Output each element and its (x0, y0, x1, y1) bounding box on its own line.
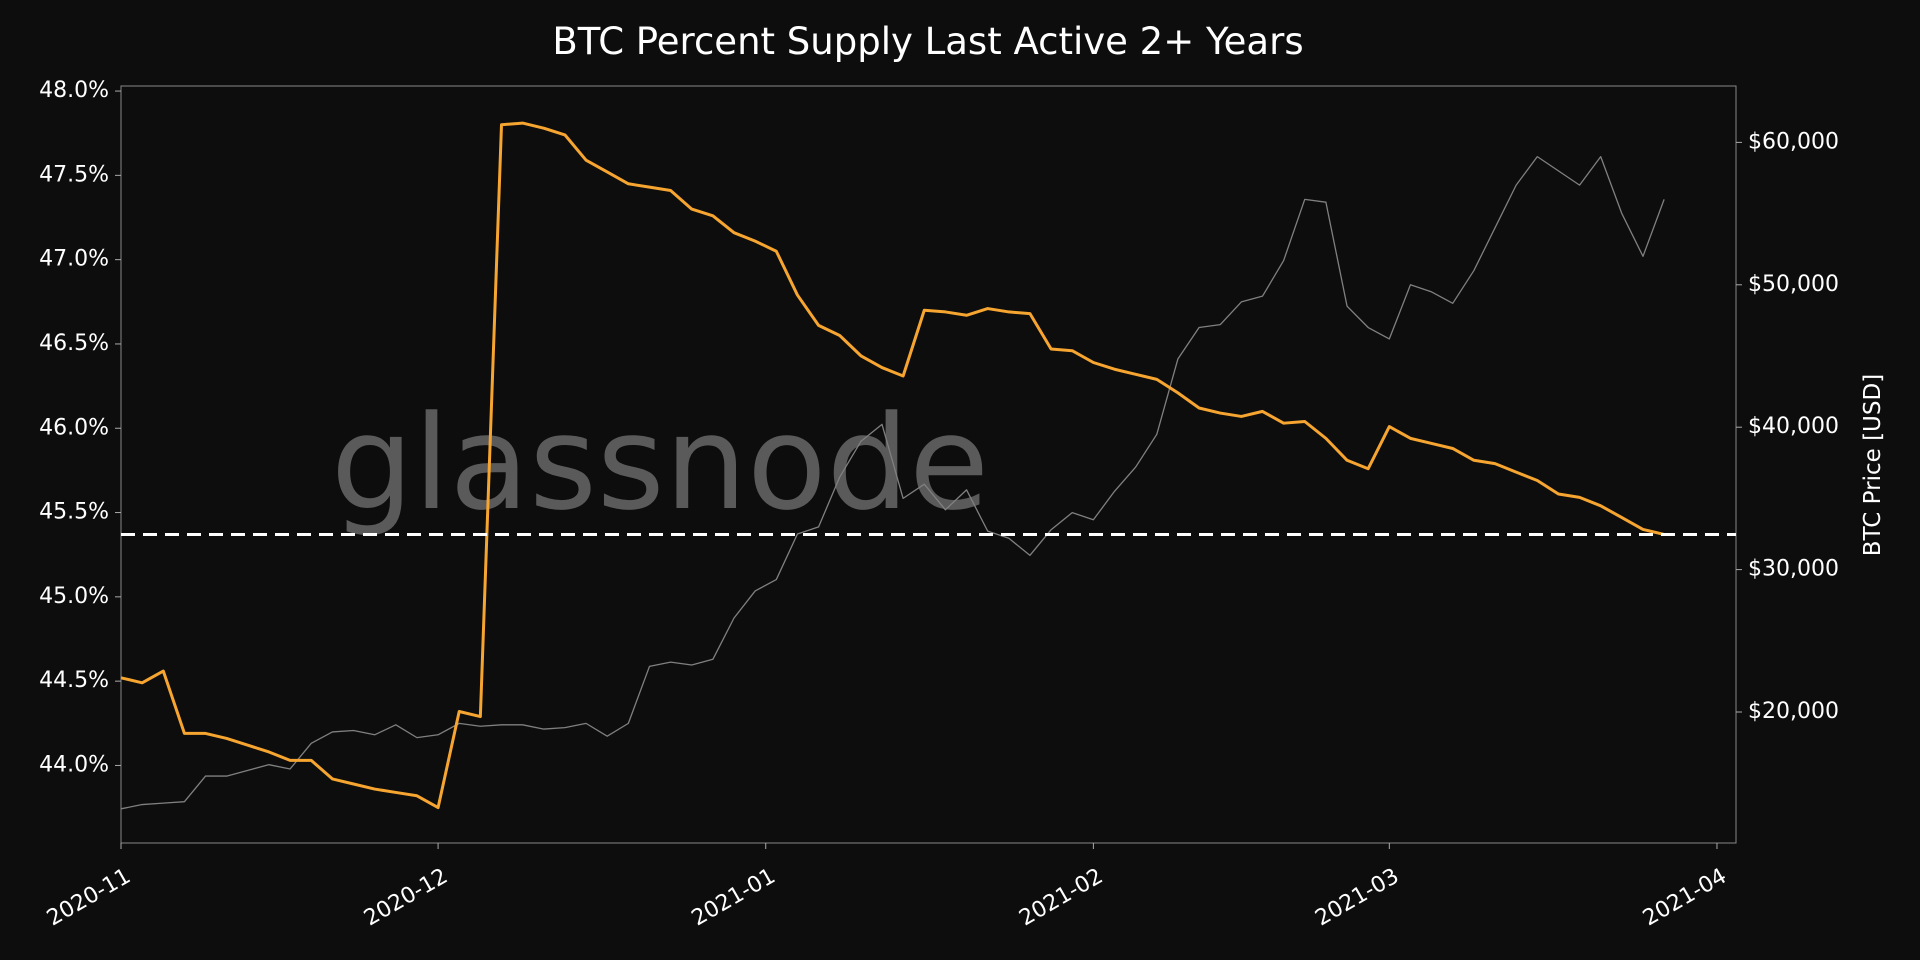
price-line (120, 155, 1665, 810)
y2-tick-label: $50,000 (1748, 272, 1839, 297)
y2-tick-label: $30,000 (1748, 557, 1839, 582)
y-tick-label: 47.0% (39, 247, 109, 272)
y-tick-label: 46.5% (39, 331, 109, 356)
y-tick-label: 46.0% (39, 415, 109, 440)
y2-axis-label: BTC Price [USD] (1860, 374, 1886, 556)
y-tick-label: 44.0% (39, 752, 109, 777)
y-tick-label: 47.5% (39, 162, 109, 187)
y2-tick-label: $40,000 (1748, 414, 1839, 439)
plot-frame (120, 85, 1737, 844)
chart-title: BTC Percent Supply Last Active 2+ Years (552, 20, 1303, 63)
y2-tick-label: $20,000 (1748, 699, 1839, 724)
y-tick-label: 48.0% (39, 78, 109, 103)
watermark: glassnode (331, 387, 989, 539)
y2-tick-label: $60,000 (1748, 129, 1839, 154)
supply-line (120, 121, 1665, 810)
y-tick-label: 45.5% (39, 500, 109, 525)
y-tick-label: 45.0% (39, 584, 109, 609)
y-tick-label: 44.5% (39, 668, 109, 693)
